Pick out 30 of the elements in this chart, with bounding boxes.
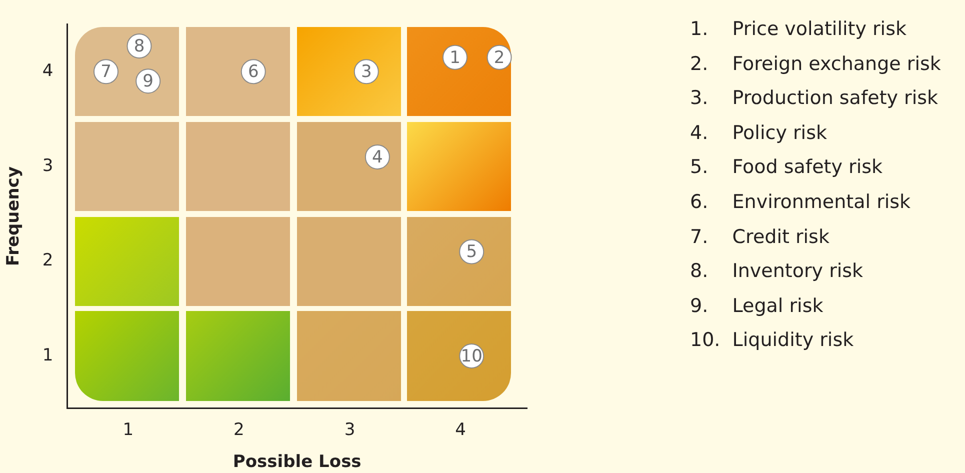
text: 1. Price volatility risk xyxy=(690,17,908,42)
x-tick-label: 1 xyxy=(122,420,134,440)
annotation: 1 xyxy=(450,48,460,68)
annotation: 8 xyxy=(134,36,145,56)
x-tick-label: 3 xyxy=(344,420,356,440)
y-tick-label: 2 xyxy=(42,250,54,271)
text: 2. Foreign exchange risk xyxy=(690,52,941,77)
x-axis-title: Possible Loss xyxy=(232,452,362,472)
y-axis-title: Frequency xyxy=(4,166,24,266)
text: 10. Liquidity risk xyxy=(690,328,855,354)
text: 4. Policy risk xyxy=(690,120,828,146)
y-tick-label: 4 xyxy=(42,61,54,82)
annotation: 3 xyxy=(360,62,372,82)
text: 7. Credit risk xyxy=(690,224,830,250)
text: 8. Inventory risk xyxy=(690,259,864,284)
annotation: 9 xyxy=(142,72,154,92)
text: 6. Environmental risk xyxy=(690,190,912,215)
annotation: 2 xyxy=(494,48,505,68)
annotation: 7 xyxy=(100,62,112,82)
annotation: 10 xyxy=(460,346,482,366)
annotation: 4 xyxy=(372,147,383,168)
y-tick-label: 1 xyxy=(42,345,54,366)
y-tick-label: 3 xyxy=(42,156,54,176)
text: 3. Production safety risk xyxy=(690,86,940,112)
x-tick-label: 2 xyxy=(234,420,244,440)
x-tick-label: 4 xyxy=(455,420,466,440)
text: 5. Food safety risk xyxy=(690,155,884,180)
text: 9. Legal risk xyxy=(690,294,824,319)
annotation: 5 xyxy=(466,242,478,262)
annotation: 6 xyxy=(248,62,259,82)
